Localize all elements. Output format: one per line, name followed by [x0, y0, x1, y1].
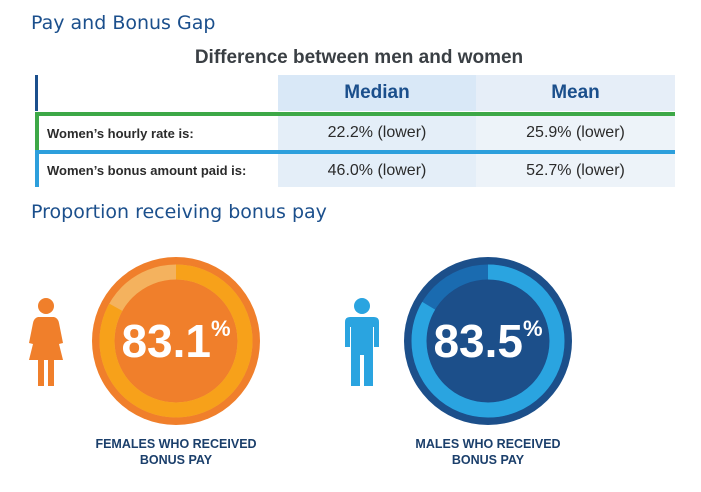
- female-donut-arc: [99, 264, 253, 418]
- female-bonus-donut: [92, 257, 260, 425]
- male-caption: MALES WHO RECEIVED BONUS PAY: [378, 436, 598, 468]
- male-percentage-symbol: %: [522, 316, 543, 341]
- mean-cell: 52.7% (lower): [476, 154, 675, 187]
- male-donut-center: [427, 280, 549, 402]
- female-donut-center: [115, 280, 237, 402]
- column-header-median-label: Median: [344, 82, 410, 103]
- female-percentage-symbol: %: [210, 316, 231, 341]
- female-caption: FEMALES WHO RECEIVED BONUS PAY: [66, 436, 286, 468]
- table-header-row: Median Mean: [35, 75, 675, 111]
- row-label: Women’s hourly rate is:: [47, 125, 194, 141]
- column-header-mean: Mean: [476, 75, 675, 111]
- median-cell: 46.0% (lower): [278, 154, 476, 187]
- male-percentage-number: 83.5: [433, 315, 523, 367]
- bonus-section-title: Proportion receiving bonus pay: [31, 201, 327, 223]
- female-caption-line2: BONUS PAY: [139, 453, 213, 467]
- table-row: Women’s hourly rate is: 22.2% (lower) 25…: [35, 112, 675, 150]
- male-percentage: 83.5 %: [403, 315, 573, 367]
- median-cell: 22.2% (lower): [278, 116, 476, 150]
- column-header-mean-label: Mean: [551, 82, 600, 103]
- male-bonus-donut: [404, 257, 572, 425]
- female-percentage-number: 83.1: [121, 315, 211, 367]
- female-percentage: 83.1 %: [91, 315, 261, 367]
- table-row: Women’s bonus amount paid is: 46.0% (low…: [35, 150, 675, 187]
- mean-value: 25.9% (lower): [526, 124, 625, 141]
- male-person-icon: [345, 298, 379, 386]
- table-title: Difference between men and women: [194, 47, 524, 68]
- column-header-median: Median: [278, 75, 476, 111]
- mean-value: 52.7% (lower): [526, 161, 625, 179]
- male-donut-arc: [411, 264, 565, 418]
- median-value: 22.2% (lower): [327, 124, 427, 141]
- male-caption-line2: BONUS PAY: [451, 453, 525, 467]
- median-value: 46.0% (lower): [327, 161, 427, 179]
- male-caption-line1: MALES WHO RECEIVED: [415, 437, 561, 451]
- table-header-empty: [38, 75, 278, 111]
- row-label: Women’s bonus amount paid is:: [47, 163, 247, 178]
- mean-cell: 25.9% (lower): [476, 116, 675, 150]
- page-title: Pay and Bonus Gap: [31, 12, 216, 34]
- female-caption-line1: FEMALES WHO RECEIVED: [95, 437, 257, 451]
- female-person-icon: [29, 298, 63, 386]
